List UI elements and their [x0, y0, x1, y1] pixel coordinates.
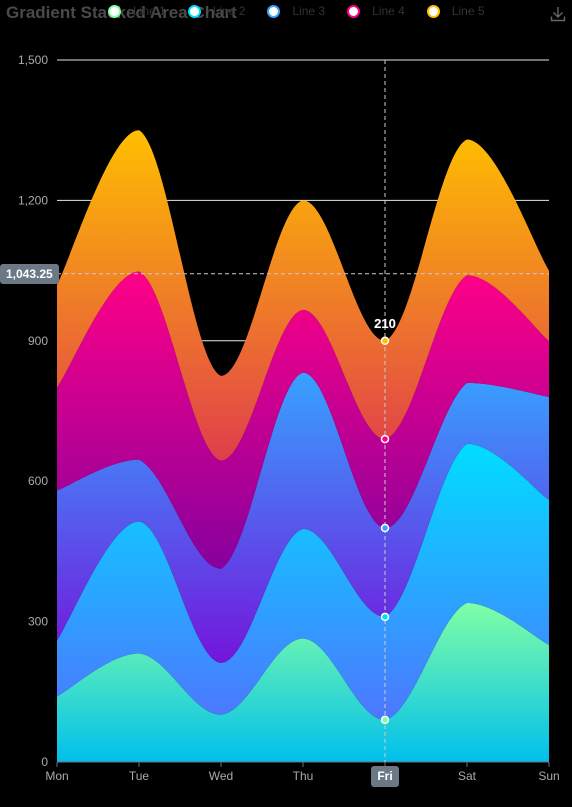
- legend-label: Line 1: [133, 4, 166, 18]
- axes: 0 300 600 900 1,200 1,500 Mon Tue Wed Thu Fri Sat Su…: [18, 53, 560, 787]
- legend: Line 1 Line 2 Line 3 Line 4 Line 5: [108, 3, 507, 19]
- download-icon[interactable]: [550, 6, 566, 22]
- axis-pointer: [57, 60, 549, 762]
- y-pointer-label: 1,043.25: [0, 263, 59, 284]
- legend-marker-icon: [267, 4, 281, 18]
- y-tick-label: 1,500: [18, 53, 48, 67]
- x-tick-label: Sun: [538, 769, 559, 783]
- legend-marker-icon: [426, 4, 440, 18]
- point-markers: 210: [374, 315, 396, 725]
- marker-line-1[interactable]: [380, 715, 390, 725]
- legend-marker-icon: [347, 4, 361, 18]
- x-tick-label: Thu: [293, 769, 314, 783]
- area-line-2[interactable]: [57, 443, 549, 720]
- legend-item-line-4[interactable]: Line 4: [347, 3, 405, 19]
- legend-label: Line 3: [292, 4, 326, 18]
- y-tick-label: 600: [28, 474, 48, 488]
- x-tick-label: Wed: [209, 769, 233, 783]
- x-tick-label: Tue: [129, 769, 150, 783]
- x-tick-label: Mon: [45, 769, 68, 783]
- legend-label: Line 5: [451, 4, 485, 18]
- legend-label: Line 4: [372, 4, 405, 18]
- x-tick-label: Sat: [458, 769, 477, 783]
- area-line-3[interactable]: [57, 372, 549, 663]
- y-tick-label: 0: [41, 755, 48, 769]
- legend-marker-icon: [187, 4, 201, 18]
- legend-item-line-3[interactable]: Line 3: [267, 3, 325, 19]
- x-tick-label: Fri: [377, 769, 392, 783]
- top-value-label: 210: [374, 316, 396, 331]
- y-tick-label: 900: [28, 334, 48, 348]
- chart-title: Gradient Stacked Area Chart: [6, 3, 237, 22]
- legend-label: Line 2: [212, 4, 246, 18]
- y-tick-label: 300: [28, 615, 48, 629]
- y-tick-label: 1,200: [18, 193, 48, 207]
- legend-item-line-5[interactable]: Line 5: [426, 3, 485, 19]
- legend-item-line-1[interactable]: Line 1: [108, 3, 166, 19]
- legend-marker-icon: [108, 4, 121, 18]
- series-areas: [57, 130, 549, 762]
- legend-item-line-2[interactable]: Line 2: [187, 3, 246, 19]
- marker-line-2[interactable]: [380, 612, 390, 622]
- marker-line-3[interactable]: [380, 523, 390, 533]
- x-pointer-label-bg: [371, 766, 399, 787]
- area-line-4[interactable]: [57, 271, 549, 569]
- area-line-5[interactable]: [57, 130, 549, 461]
- marker-line-4[interactable]: [380, 434, 390, 444]
- marker-line-5[interactable]: [380, 336, 390, 346]
- area-line-1[interactable]: [57, 602, 549, 762]
